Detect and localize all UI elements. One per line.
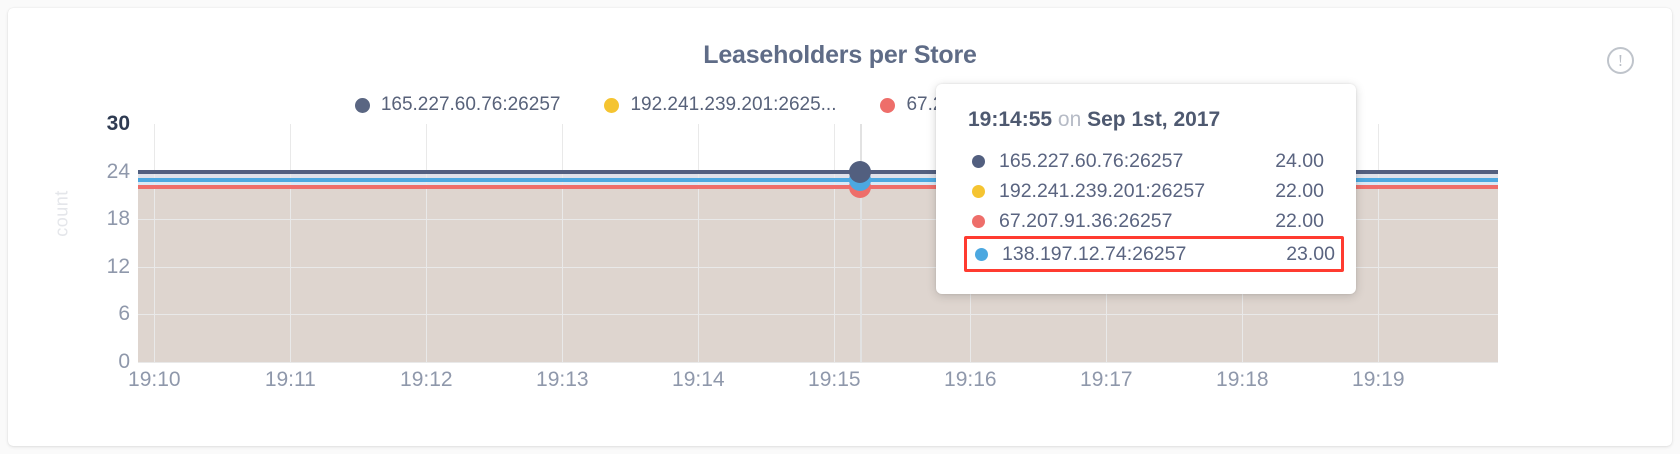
- gridline-vertical: [698, 124, 700, 362]
- gridline-vertical: [834, 124, 836, 362]
- gridline-horizontal: [138, 219, 1498, 221]
- chart-card: Leaseholders per Store ! 165.227.60.76:2…: [8, 8, 1672, 446]
- tooltip-series-value: 22.00: [1275, 209, 1324, 232]
- series-line: [138, 169, 1498, 174]
- plot-wrapper: count 30 24 18 12 6 0 19:10 19:11 19:12 19:13 19:…: [8, 8, 1672, 446]
- gridline-vertical: [426, 124, 428, 362]
- y-axis-tick-label: 30: [106, 112, 130, 135]
- y-axis-tick-label: 0: [118, 350, 130, 373]
- tooltip-series-value: 23.00: [1286, 242, 1335, 265]
- tooltip-series-label: 192.241.239.201:26257: [999, 179, 1206, 202]
- tooltip-color-dot-icon: [972, 154, 985, 168]
- tooltip-color-dot-icon: [972, 214, 985, 228]
- tooltip-on-word: on: [1057, 108, 1082, 131]
- y-axis-tick-label: 24: [106, 159, 130, 183]
- tooltip-series-label: 138.197.12.74:26257: [1002, 242, 1187, 265]
- y-axis-label: count: [51, 190, 72, 237]
- x-axis-tick-label: 19:18: [1216, 368, 1269, 391]
- x-axis-tick-label: 19:11: [264, 368, 316, 391]
- x-axis-tick-label: 19:14: [672, 368, 725, 391]
- legend-item[interactable]: 192.241.239.201:2625...: [604, 94, 836, 116]
- exclamation-circle-icon[interactable]: !: [1607, 47, 1634, 74]
- tooltip-rows: 165.227.60.76:26257 24.00 192.241.239.201:…: [964, 146, 1344, 272]
- gridline-horizontal: [138, 314, 1498, 316]
- gridline-horizontal: [138, 266, 1498, 268]
- x-axis-tick-label: 19:10: [128, 368, 181, 391]
- tooltip-series-value: 22.00: [1275, 179, 1324, 202]
- gridline-vertical: [1378, 124, 1380, 362]
- series-line: [138, 177, 1498, 182]
- page-title: Leaseholders per Store: [703, 41, 977, 69]
- y-axis-tick-label: 18: [106, 207, 130, 231]
- tooltip-color-dot-icon: [972, 184, 985, 198]
- legend-color-dot-icon: [354, 97, 370, 113]
- y-axis-tick-label: 12: [106, 254, 130, 278]
- x-axis-ticks: 19:10 19:11 19:12 19:13 19:14 19:15 19:16 19:17…: [128, 368, 1498, 398]
- hover-tooltip: 19:14:55 on Sep 1st, 2017 165.227.60.76:…: [936, 84, 1356, 294]
- tooltip-series-label: 165.227.60.76:26257: [999, 149, 1184, 172]
- gridline-vertical: [290, 124, 292, 362]
- exclamation-glyph: !: [1617, 51, 1624, 70]
- cursor-crosshair-line: [860, 124, 863, 362]
- x-axis-tick-label: 19:19: [1352, 368, 1405, 391]
- area-fill-band: [138, 171, 1498, 180]
- x-axis-tick-label: 19:13: [536, 368, 589, 391]
- tooltip-series-value: 24.00: [1275, 149, 1324, 172]
- data-point-marker: [849, 160, 872, 183]
- x-axis-tick-label: 19:17: [1080, 368, 1133, 391]
- tooltip-row: 192.241.239.201:26257 22.00: [968, 176, 1330, 206]
- legend-item[interactable]: 165.227.60.76:26257: [354, 94, 561, 116]
- tooltip-series-label: 67.207.91.36:26257: [999, 209, 1173, 232]
- area-fill-band: [138, 179, 1498, 188]
- legend-item-label: 165.227.60.76:26257: [380, 94, 561, 115]
- gridline-vertical: [562, 124, 564, 362]
- tooltip-time: 19:14:55: [968, 108, 1053, 131]
- tooltip-color-dot-icon: [975, 247, 988, 261]
- tooltip-row: 165.227.60.76:26257 24.00: [968, 146, 1330, 176]
- legend-item-label: 192.241.239.201:2625...: [630, 94, 837, 115]
- tooltip-timestamp: 19:14:55 on Sep 1st, 2017: [968, 108, 1330, 132]
- x-axis-tick-label: 19:12: [400, 368, 453, 391]
- legend-color-dot-icon: [880, 97, 896, 113]
- gridline-horizontal: [138, 362, 1498, 363]
- gridline-vertical: [154, 124, 156, 362]
- x-axis-tick-label: 19:15: [808, 368, 861, 391]
- y-axis-tick-label: 6: [118, 302, 130, 326]
- series-line: [138, 185, 1498, 190]
- legend-color-dot-icon: [604, 97, 620, 113]
- y-axis-ticks: 30 24 18 12 6 0: [82, 112, 130, 373]
- tooltip-row: 67.207.91.36:26257 22.00: [968, 206, 1330, 236]
- tooltip-date: Sep 1st, 2017: [1087, 108, 1221, 131]
- tooltip-row-highlighted: 138.197.12.74:26257 23.00: [964, 236, 1344, 272]
- x-axis-tick-label: 19:16: [944, 368, 997, 391]
